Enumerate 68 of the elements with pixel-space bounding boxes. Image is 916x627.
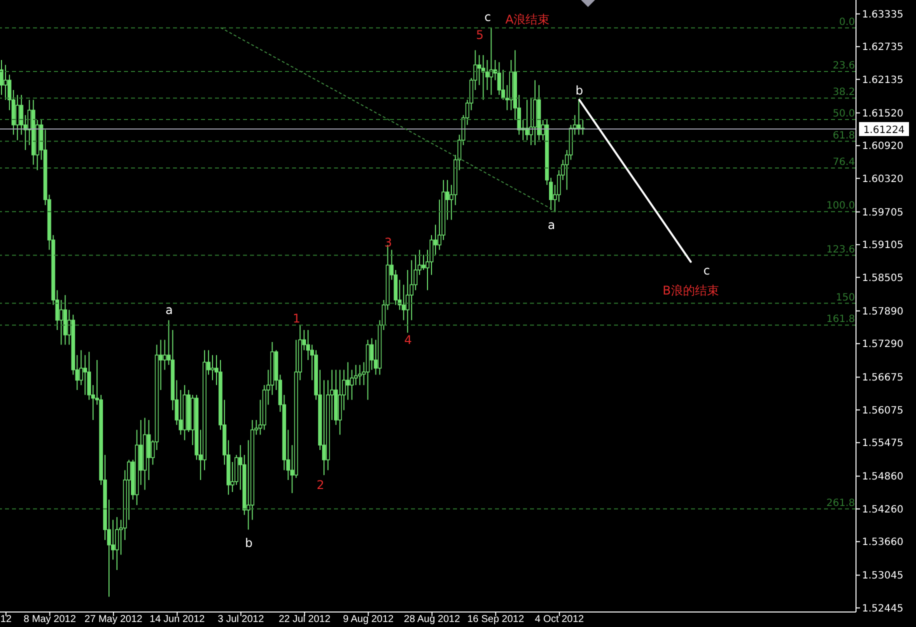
- candlestick: [178, 390, 183, 436]
- candlestick: [4, 64, 8, 100]
- x-tick-label: 12: [0, 614, 12, 625]
- y-tick-label: 1.56675: [862, 372, 904, 384]
- y-tick-label: 1.63335: [862, 9, 904, 20]
- annotation: 76.4: [832, 157, 856, 168]
- x-tick-label: 4 Oct 2012: [534, 614, 584, 625]
- annotation: 23.6: [832, 60, 856, 72]
- ref-line-label: 1.61224: [863, 125, 905, 136]
- y-tick-label: 1.57890: [862, 306, 904, 318]
- candlestick: [402, 284, 406, 321]
- annotation: 3: [384, 235, 392, 250]
- y-tick-label: 1.55475: [862, 438, 904, 450]
- annotation: 123.6: [826, 244, 856, 256]
- annotation: 61.8: [832, 130, 856, 142]
- candlestick: [210, 354, 214, 381]
- annotation: 161.8: [826, 314, 856, 326]
- annotation: c: [703, 263, 710, 278]
- annotation: A浪结束: [505, 12, 550, 26]
- annotation: 2: [316, 478, 324, 492]
- annotation: 38.2: [832, 87, 856, 98]
- candlestick: [346, 362, 350, 400]
- y-tick-label: 1.62735: [862, 42, 904, 54]
- annotation: 50.0: [832, 108, 856, 120]
- annotation: 261.8: [826, 498, 856, 509]
- candlestick: [485, 60, 490, 90]
- y-tick-label: 1.59105: [862, 240, 904, 252]
- annotation: a: [548, 218, 556, 232]
- y-tick-label: 1.54260: [862, 504, 904, 516]
- x-tick-label: 3 Jul 2012: [218, 614, 264, 625]
- annotation: c: [484, 10, 492, 24]
- x-tick-label: 8 May 2012: [24, 614, 76, 625]
- candlestick: [370, 338, 374, 370]
- x-tick-label: 22 Jul 2012: [278, 614, 331, 625]
- x-tick-label: 14 Jun 2012: [150, 614, 206, 625]
- y-tick-label: 1.53660: [862, 537, 904, 548]
- candlestick: [59, 300, 64, 346]
- y-tick-label: 1.59705: [862, 207, 904, 218]
- candlestick: [115, 516, 119, 570]
- x-tick-label: 16 Sep 2012: [467, 614, 524, 625]
- candlestick: [146, 420, 151, 480]
- y-tick-label: 1.60320: [862, 174, 904, 185]
- annotation: 100.0: [826, 200, 856, 212]
- y-tick-label: 1.54860: [862, 472, 904, 483]
- annotation: B浪的结束: [662, 283, 719, 298]
- candlestick: [162, 339, 167, 370]
- annotation: 5: [476, 28, 484, 42]
- candlestick: [576, 99, 581, 136]
- annotation: 0.0: [839, 16, 856, 28]
- y-tick-label: 1.56075: [862, 405, 904, 416]
- y-tick-label: 1.61520: [862, 108, 904, 120]
- annotation: b: [575, 83, 584, 98]
- candlestick: [16, 94, 20, 141]
- annotation: 4: [404, 333, 412, 348]
- y-tick-label: 1.60920: [862, 141, 904, 152]
- x-tick-label: 27 May 2012: [84, 614, 143, 625]
- annotation: b: [245, 536, 253, 550]
- annotation: 1: [292, 311, 300, 326]
- x-tick-label: 9 Aug 2012: [342, 614, 394, 625]
- y-tick-label: 1.52445: [862, 603, 904, 614]
- candlestick: [422, 254, 426, 270]
- annotation: a: [166, 303, 173, 318]
- y-tick-label: 1.57290: [862, 339, 904, 350]
- y-tick-label: 1.62135: [862, 74, 904, 86]
- y-tick-label: 1.53045: [862, 570, 904, 582]
- x-tick-label: 28 Aug 2012: [404, 614, 460, 625]
- y-tick-label: 1.58505: [862, 272, 904, 284]
- annotation: 150: [836, 292, 856, 304]
